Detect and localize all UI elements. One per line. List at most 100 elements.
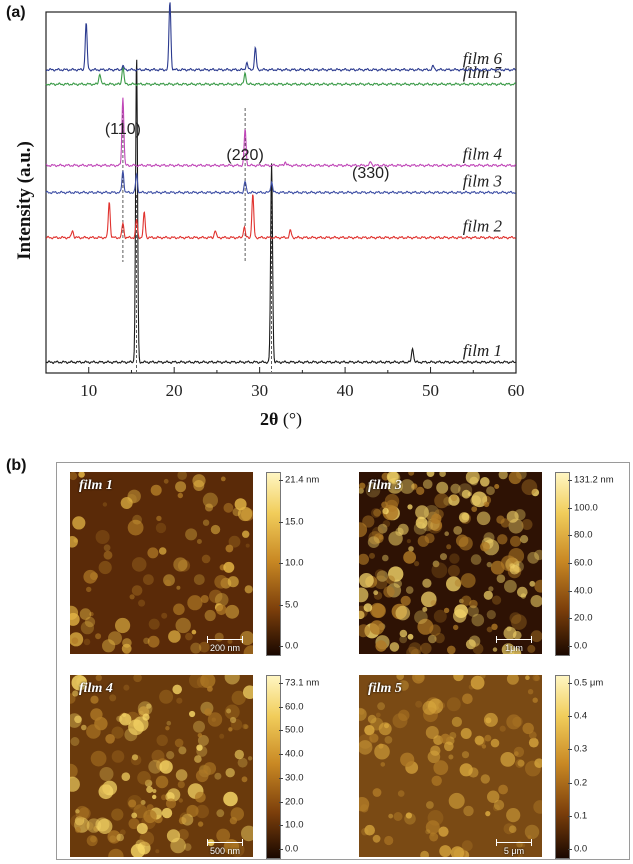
afm-film-label: film 5 [368, 681, 402, 696]
x-tick-label: 10 [80, 381, 97, 400]
xrd-chart: 10 20 30 40 50 60 2θ (°) Intensity (a.u.) film 1… [14, 2, 525, 430]
colorbar-tick [568, 480, 572, 481]
colorbar-tick-label: 100.0 [574, 502, 598, 514]
scale-bar-label: 200 nm [209, 643, 241, 653]
colorbar-tick [279, 777, 283, 779]
colorbar-film-4 [266, 675, 281, 859]
colorbar-tick [568, 849, 572, 850]
colorbar-tick [279, 646, 283, 647]
colorbar-tick [568, 815, 572, 817]
colorbar-tick-label: 0.0 [285, 843, 299, 855]
series-label: film 4 [463, 144, 503, 163]
colorbar-tick-label: 40.0 [574, 585, 593, 597]
scale-bar-label: 1μm [505, 643, 523, 653]
series-line-film-1 [45, 59, 516, 365]
miller-index-annotation: (330) [352, 165, 389, 182]
colorbar-tick [279, 730, 283, 732]
colorbar-tick-label: 40.0 [285, 748, 304, 760]
colorbar-tick [279, 849, 283, 850]
series-line-film-5 [45, 66, 517, 87]
series-label: film 2 [463, 217, 503, 236]
series-label: film 5 [463, 63, 502, 82]
colorbar-tick-label: 0.3 [574, 743, 588, 755]
colorbar-tick [568, 782, 572, 784]
colorbar-tick-label: 30.0 [285, 772, 304, 784]
scale-bar: 200 nm [207, 636, 243, 653]
afm-panel-frame: film 1 200 nm film 3 1μm film 4 500 nm f… [56, 462, 630, 864]
colorbar-tick [279, 521, 283, 523]
colorbar-film-3 [555, 472, 570, 656]
series-label: film 3 [463, 172, 502, 191]
colorbar-tick-label: 0.0 [574, 843, 588, 855]
colorbar-tick-label: 21.4 nm [285, 474, 320, 486]
colorbar-tick [279, 801, 283, 803]
scale-bar: 1μm [496, 636, 532, 653]
scale-bar-label: 500 nm [209, 846, 241, 856]
colorbar-tick [568, 563, 572, 564]
colorbar-tick [279, 706, 283, 708]
colorbar-tick [568, 618, 572, 620]
miller-index-annotation: (110) [105, 121, 141, 138]
colorbar-tick-label: 60.0 [574, 557, 593, 569]
x-tick-label: 60 [508, 381, 525, 400]
colorbar-tick-label: 0.1 [574, 810, 588, 822]
afm-film-label: film 4 [79, 681, 113, 696]
afm-image-film-3: film 3 1μm [352, 468, 548, 659]
colorbar-tick-label: 0.0 [574, 640, 588, 652]
colorbar-tick [568, 507, 572, 509]
series-line-film-2 [45, 194, 517, 240]
colorbar-tick [279, 480, 283, 481]
colorbar-tick [568, 716, 572, 718]
colorbar-tick [279, 604, 283, 606]
series-label: film 6 [463, 49, 503, 68]
panel-a-label: (a) [6, 4, 26, 21]
y-axis-label: Intensity (a.u.) [14, 141, 35, 260]
colorbar-tick-label: 131.2 nm [574, 474, 614, 486]
series-label: film 1 [463, 341, 502, 360]
series-line-film-3 [45, 170, 517, 195]
x-tick-label: 50 [422, 381, 439, 400]
x-tick-label: 20 [166, 381, 183, 400]
colorbar-tick-label: 20.0 [285, 796, 304, 808]
colorbar-tick-label: 10.0 [285, 819, 304, 831]
colorbar-tick-label: 0.5 μm [574, 677, 604, 689]
colorbar-tick-label: 50.0 [285, 724, 304, 736]
plot-frame [45, 11, 517, 374]
afm-image-film-4: film 4 500 nm [62, 669, 257, 864]
colorbar-tick [568, 749, 572, 751]
colorbar-tick-label: 60.0 [285, 701, 304, 713]
colorbar-tick [568, 535, 572, 537]
colorbar-film-5 [555, 675, 570, 859]
colorbar-tick-label: 0.0 [285, 640, 299, 652]
afm-film-label: film 1 [79, 478, 113, 493]
colorbar-tick-label: 0.2 [574, 777, 588, 789]
colorbar-tick [279, 563, 283, 564]
colorbar-tick-label: 20.0 [574, 612, 593, 624]
colorbar-tick-label: 80.0 [574, 529, 593, 541]
colorbar-tick-label: 0.4 [574, 710, 588, 722]
colorbar-tick [279, 683, 283, 684]
panel-b-label: (b) [6, 457, 27, 474]
afm-image-film-1: film 1 200 nm [63, 470, 260, 661]
miller-index-annotation: (220) [226, 147, 263, 164]
colorbar-tick-label: 5.0 [285, 599, 299, 610]
colorbar-tick-label: 73.1 nm [285, 677, 320, 689]
colorbar-tick [568, 590, 572, 592]
colorbar-film-1 [266, 472, 281, 656]
afm-film-label: film 3 [368, 478, 402, 493]
series-line-film-6 [45, 2, 516, 72]
scale-bar: 5 μm [496, 839, 532, 856]
afm-image-film-5: film 5 5 μm [353, 670, 547, 860]
x-tick-label: 30 [251, 381, 268, 400]
colorbar-tick [568, 683, 572, 684]
x-axis-label: 2θ (°) [260, 409, 302, 430]
scale-bar-label: 5 μm [503, 846, 525, 856]
colorbar-tick [279, 825, 283, 827]
scale-bar: 500 nm [207, 839, 243, 856]
colorbar-tick [279, 754, 283, 756]
colorbar-tick [568, 646, 572, 647]
colorbar-tick-label: 10.0 [285, 557, 304, 569]
colorbar-tick-label: 15.0 [285, 516, 304, 527]
series-line-film-4 [45, 97, 517, 168]
x-tick-label: 40 [337, 381, 354, 400]
